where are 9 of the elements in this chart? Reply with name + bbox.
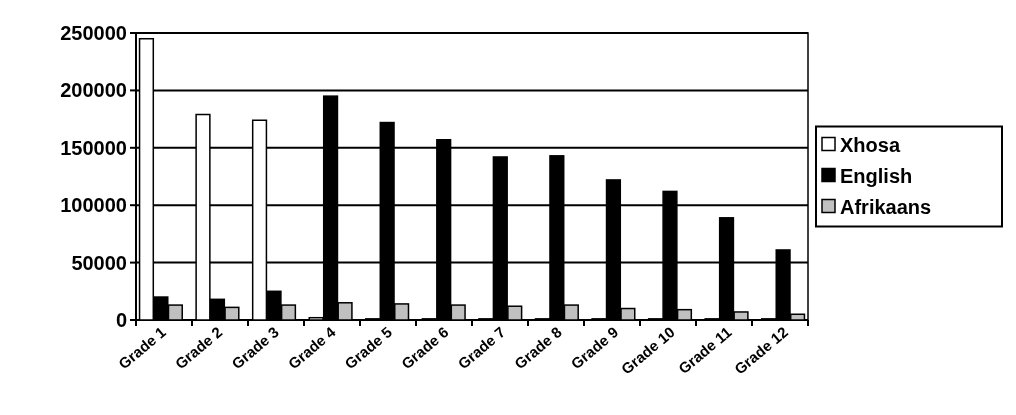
- y-tick-label: 50000: [71, 251, 127, 274]
- y-tick-label: 0: [115, 309, 127, 331]
- legend-label: Xhosa: [840, 133, 901, 156]
- y-tick-label: 250000: [60, 22, 127, 44]
- y-tick-label: 150000: [60, 136, 127, 159]
- y-tick-label: 200000: [60, 79, 127, 102]
- legend-label: English: [840, 164, 913, 187]
- legend-label: Afrikaans: [840, 195, 932, 218]
- y-tick-label: 100000: [60, 194, 127, 217]
